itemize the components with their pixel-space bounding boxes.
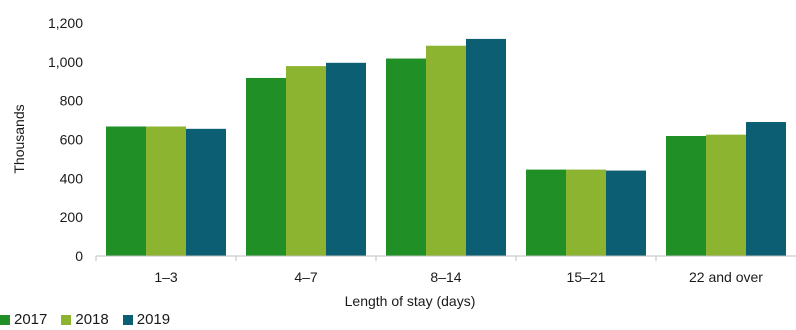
legend-label-2017: 2017: [14, 311, 48, 328]
x-tick-label: 4–7: [294, 269, 318, 285]
bar-2018-3: [566, 169, 606, 256]
x-axis-ticks: 1–3 4–7 8–14 15–21 22 and over: [95, 256, 763, 285]
x-tick-label: 8–14: [430, 269, 461, 285]
x-tick-label: 1–3: [154, 269, 178, 285]
bar-2017-4: [666, 136, 706, 256]
bar-2018-0: [146, 126, 186, 256]
x-axis-title: Length of stay (days): [345, 293, 476, 309]
y-tick-label: 1,000: [48, 54, 83, 70]
y-axis-title: Thousands: [11, 104, 27, 173]
bar-2018-2: [426, 45, 466, 256]
bar-2019-1: [326, 62, 366, 256]
bar-2019-0: [186, 128, 226, 256]
legend: 2017 2018 2019: [0, 311, 170, 328]
x-tick-label: 15–21: [567, 269, 606, 285]
bar-2017-3: [526, 169, 566, 256]
bar-2018-1: [286, 66, 326, 256]
bars: [106, 38, 786, 257]
bar-2019-4: [746, 122, 786, 257]
legend-label-2019: 2019: [136, 311, 171, 328]
y-tick-label: 600: [60, 132, 84, 148]
legend-item-2019: 2019: [122, 311, 171, 328]
y-tick-label: 800: [60, 93, 84, 109]
legend-item-2017: 2017: [0, 311, 47, 328]
legend-label-2018: 2018: [75, 311, 109, 328]
legend-swatch-2019: [122, 314, 133, 325]
bar-2017-0: [106, 126, 146, 256]
bar-2019-2: [466, 38, 506, 257]
y-axis-ticks: 0 200 400 600 800 1,000 1,200: [48, 15, 83, 264]
y-tick-label: 1,200: [48, 15, 83, 31]
x-tick-label: 22 and over: [689, 269, 763, 285]
y-tick-label: 0: [75, 248, 83, 264]
y-tick-label: 200: [60, 209, 84, 225]
bar-2018-4: [706, 134, 746, 256]
bar-2017-1: [246, 77, 286, 257]
legend-swatch-2017: [0, 314, 10, 325]
bar-2017-2: [386, 58, 426, 256]
bar-2019-3: [606, 170, 646, 256]
legend-item-2018: 2018: [61, 311, 109, 328]
legend-swatch-2018: [61, 314, 72, 325]
y-tick-label: 400: [60, 170, 84, 186]
